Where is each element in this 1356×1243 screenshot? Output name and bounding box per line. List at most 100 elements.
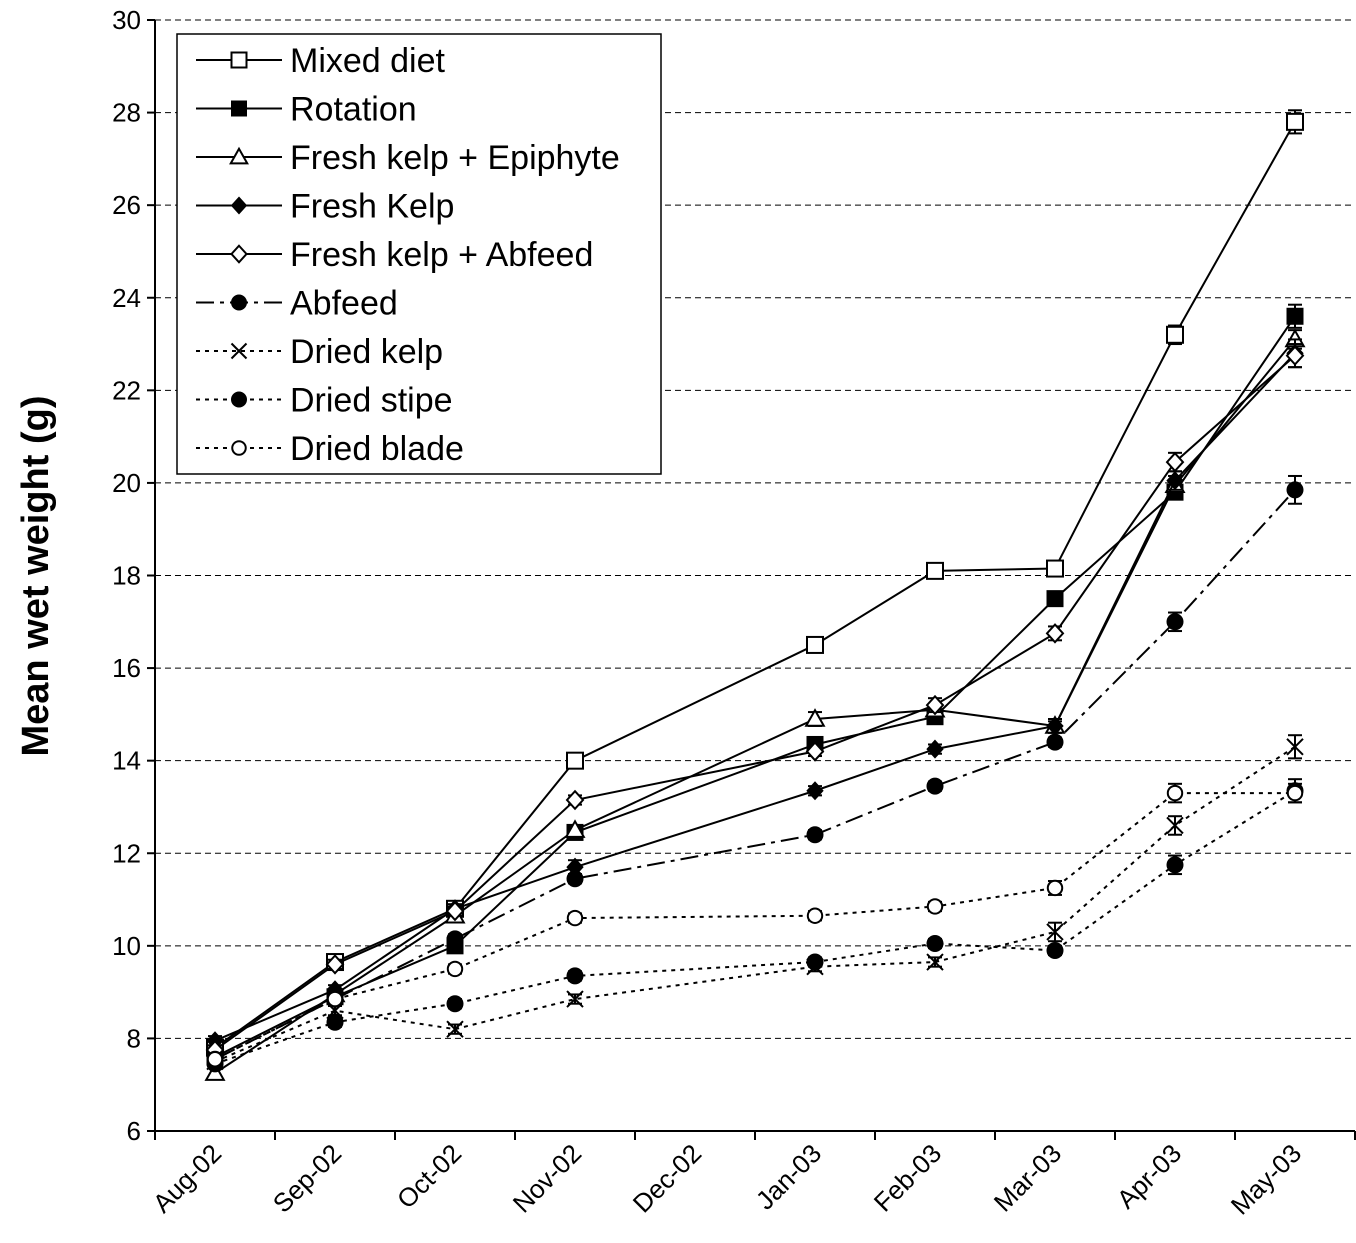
legend-marker (230, 342, 248, 360)
data-point (566, 967, 584, 985)
legend-marker (230, 51, 248, 69)
data-point (1046, 941, 1064, 959)
data-point (1046, 879, 1064, 897)
data-point (566, 870, 584, 888)
data-point (566, 909, 584, 927)
data-point (805, 741, 825, 762)
x-tick-label: Sep-02 (267, 1138, 347, 1218)
y-tick-label: 16 (112, 653, 141, 683)
data-point (1286, 784, 1304, 802)
data-point (564, 819, 586, 838)
y-tick-label: 10 (112, 931, 141, 961)
data-point (326, 1013, 344, 1031)
data-point (1286, 307, 1304, 325)
data-point (1166, 325, 1184, 344)
data-point (1285, 345, 1305, 366)
data-point (1166, 471, 1184, 491)
data-point (326, 990, 344, 1008)
data-point (445, 900, 465, 922)
data-point (1286, 738, 1304, 756)
x-tick-label: Nov-02 (507, 1138, 587, 1218)
x-tick-label: Dec-02 (627, 1138, 707, 1218)
y-axis-ticks: 6 8 10 12 14 16 18 20 22 24 26 28 30 (112, 5, 155, 1146)
data-point (1045, 623, 1065, 644)
legend-item: Rotation (196, 91, 417, 129)
data-point (926, 561, 944, 580)
data-point (806, 826, 824, 844)
data-point (1165, 451, 1185, 473)
data-point (1046, 590, 1064, 608)
legend-item: Fresh kelp + Epiphyte (196, 139, 620, 177)
legend-item: Abfeed (196, 285, 398, 323)
x-tick-label: Oct-02 (391, 1138, 467, 1214)
legend-label: Dried blade (290, 430, 464, 468)
series-dried-blade (206, 782, 1304, 1068)
data-point (1286, 112, 1304, 131)
data-point (1166, 784, 1184, 802)
data-point (446, 930, 464, 948)
legend-marker (230, 244, 248, 264)
data-point (206, 1051, 224, 1068)
data-point (806, 953, 824, 971)
legend-marker (231, 440, 247, 456)
data-point (325, 954, 345, 975)
data-point (806, 635, 824, 654)
series-layer (204, 109, 1306, 1081)
data-point (1286, 481, 1304, 499)
data-point (446, 995, 464, 1013)
data-point (565, 789, 585, 811)
legend-label: Fresh Kelp (290, 188, 454, 226)
data-point (1046, 923, 1064, 941)
legend-item: Mixed diet (196, 42, 446, 80)
y-axis-label: Mean wet weight (g) (15, 396, 57, 757)
y-tick-label: 12 (112, 838, 141, 868)
x-tick-label: Jan-03 (750, 1138, 827, 1215)
y-tick-label: 8 (127, 1023, 141, 1053)
x-tick-label: May-03 (1225, 1138, 1308, 1221)
data-point (926, 898, 944, 915)
x-axis-ticks: Aug-02 Sep-02 Oct-02 Nov-02 Dec-02 Jan-03 Feb-… (147, 1131, 1356, 1221)
series-dried-kelp (206, 734, 1304, 1071)
data-point (1046, 559, 1064, 578)
series-line (214, 789, 1296, 1065)
series-line (214, 745, 1296, 1063)
y-tick-label: 6 (127, 1116, 141, 1146)
y-tick-label: 20 (112, 468, 141, 498)
legend-item: Dried stipe (196, 382, 453, 420)
legend-marker (229, 146, 249, 165)
data-point (566, 751, 584, 770)
legend: Mixed diet Rotation Fresh kelp + Epiphyte F… (176, 33, 662, 475)
data-point (926, 953, 944, 971)
data-point (566, 990, 584, 1008)
legend-item: Dried blade (196, 430, 464, 468)
legend-item: Dried kelp (196, 333, 443, 371)
data-point (1166, 856, 1184, 874)
data-point (804, 708, 826, 727)
legend-marker (231, 100, 247, 117)
legend-label: Fresh kelp + Abfeed (290, 236, 593, 274)
series-abfeed (206, 474, 1304, 1068)
legend-marker (231, 294, 247, 311)
legend-label: Dried kelp (290, 333, 443, 371)
data-point (806, 781, 824, 801)
data-point (926, 739, 944, 759)
data-point (926, 935, 944, 953)
data-point (806, 907, 824, 924)
legend-label: Fresh kelp + Epiphyte (290, 139, 620, 177)
data-point (1166, 613, 1184, 631)
legend-marker (230, 196, 248, 215)
legend-item: Fresh kelp + Abfeed (196, 236, 593, 274)
y-tick-label: 14 (112, 746, 141, 776)
legend-label: Rotation (290, 91, 417, 129)
x-tick-label: Feb-03 (868, 1138, 947, 1217)
x-tick-label: Aug-02 (147, 1138, 227, 1218)
y-tick-label: 18 (112, 561, 141, 591)
data-point (446, 1020, 464, 1038)
legend-label: Mixed diet (290, 42, 446, 80)
y-tick-label: 24 (112, 283, 141, 313)
x-tick-label: Mar-03 (988, 1138, 1067, 1217)
y-tick-label: 22 (112, 375, 141, 405)
data-point (1166, 816, 1184, 835)
series-line (214, 792, 1295, 1061)
